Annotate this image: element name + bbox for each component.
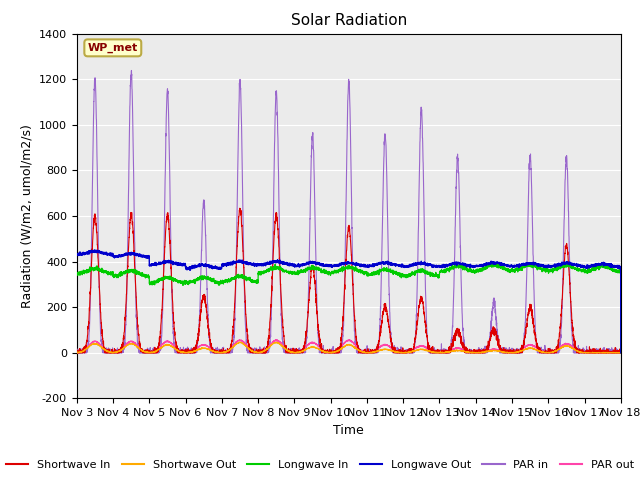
Y-axis label: Radiation (W/m2, umol/m2/s): Radiation (W/m2, umol/m2/s) xyxy=(20,124,33,308)
Text: WP_met: WP_met xyxy=(88,43,138,53)
X-axis label: Time: Time xyxy=(333,424,364,437)
Legend: Shortwave In, Shortwave Out, Longwave In, Longwave Out, PAR in, PAR out: Shortwave In, Shortwave Out, Longwave In… xyxy=(2,456,638,474)
Title: Solar Radiation: Solar Radiation xyxy=(291,13,407,28)
